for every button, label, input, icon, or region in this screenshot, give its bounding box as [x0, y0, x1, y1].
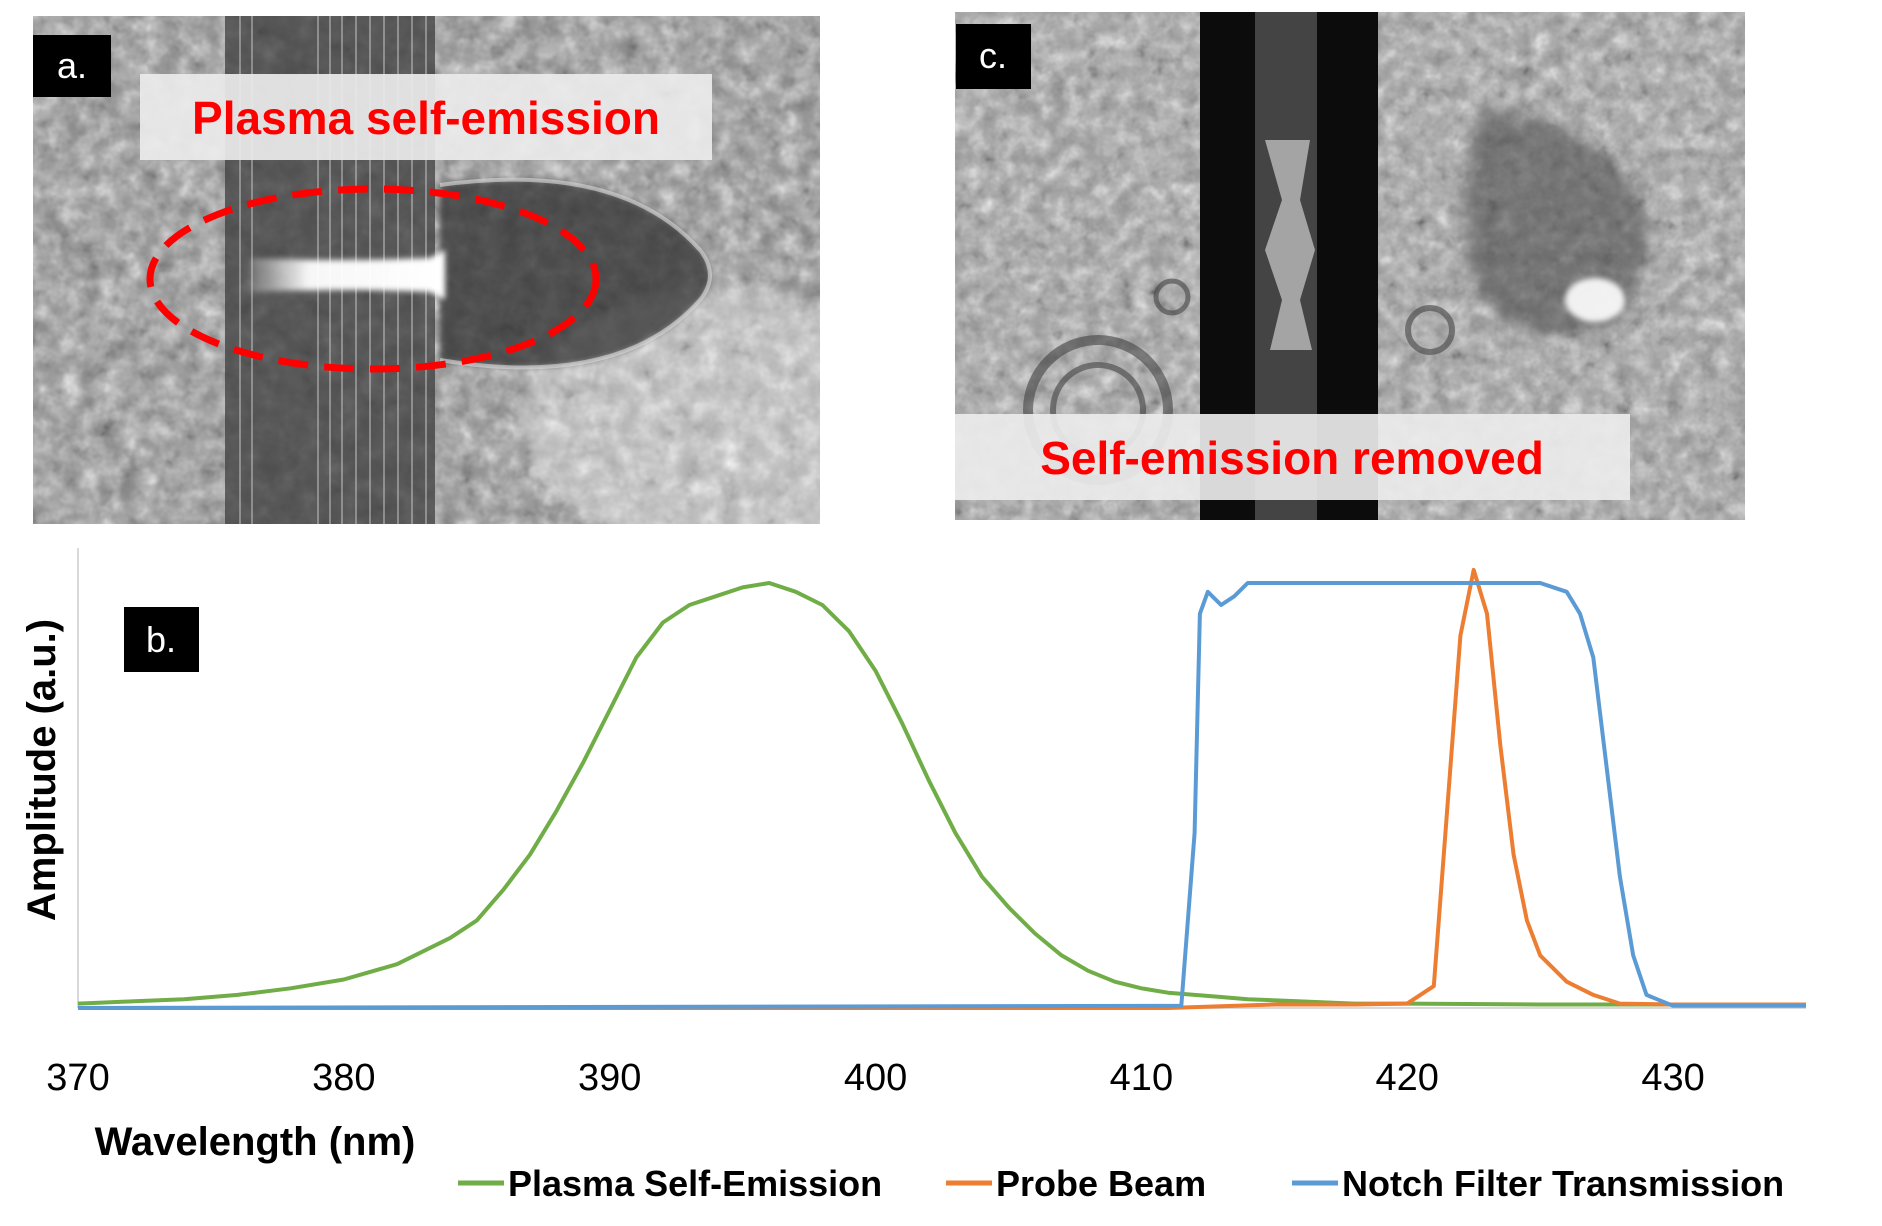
x-tick-label: 380 [312, 1057, 375, 1099]
y-axis-title: Amplitude (a.u.) [20, 619, 64, 921]
panel-b-badge: b. [146, 619, 176, 660]
x-tick-labels: 370 380 390 400 410 420 430 [46, 1057, 1704, 1099]
legend: Plasma Self-Emission Probe Beam Notch Filt… [458, 1163, 1784, 1204]
panel-c-badge: c. [979, 35, 1007, 76]
panel-c-caption-bg [955, 414, 1630, 500]
panel-a-badge-bg [33, 35, 111, 97]
panel-b-chart: 370 380 390 400 410 420 430 Wavelength (nm) Am… [20, 548, 1806, 1204]
panel-a-caption: Plasma self-emission [192, 92, 660, 144]
x-axis-title: Wavelength (nm) [95, 1120, 416, 1164]
legend-label-notch-filter-transmission: Notch Filter Transmission [1342, 1163, 1784, 1204]
series-line-notch-filter-transmission [77, 581, 1806, 1010]
legend-label-probe-beam: Probe Beam [996, 1163, 1206, 1204]
x-tick-label: 410 [1110, 1057, 1173, 1099]
series-layer [77, 567, 1806, 1010]
x-tick-label: 430 [1641, 1057, 1704, 1099]
legend-label-plasma-self-emission: Plasma Self-Emission [508, 1163, 882, 1204]
panel-c-badge-bg [956, 24, 1031, 89]
panel-c-caption: Self-emission removed [1040, 432, 1544, 484]
series-line-probe-beam [78, 567, 1806, 1010]
x-tick-label: 400 [844, 1057, 907, 1099]
panel-a: a. Plasma self-emission [33, 16, 820, 524]
x-tick-label: 370 [46, 1057, 109, 1099]
panel-c: c. Self-emission removed [955, 12, 1745, 520]
x-tick-label: 390 [578, 1057, 641, 1099]
series-line-plasma-self-emission [77, 581, 1806, 1007]
highlight-ellipse [146, 185, 600, 373]
panel-a-caption-bg [140, 74, 712, 160]
panel-a-badge: a. [57, 45, 87, 86]
panel-b-badge-bg [124, 607, 199, 672]
x-tick-label: 420 [1376, 1057, 1439, 1099]
